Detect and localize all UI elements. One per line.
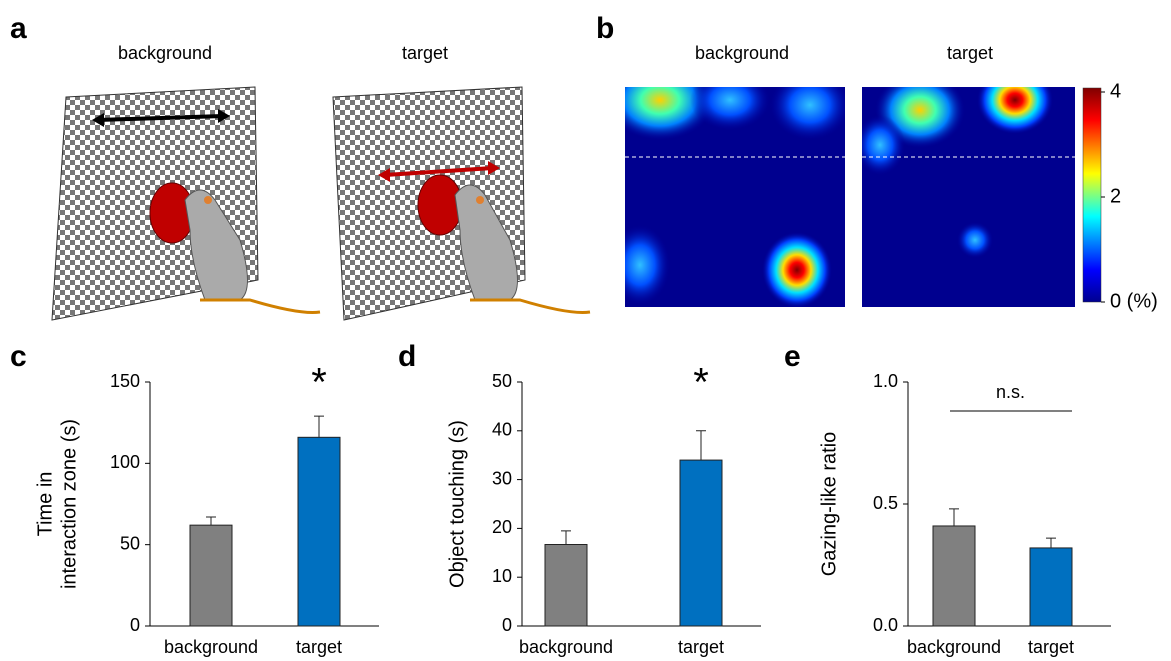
bar (190, 525, 232, 626)
error-bar (314, 416, 324, 437)
error-bar (696, 431, 706, 460)
bar (680, 460, 722, 626)
y-tick-label: 1.0 (873, 371, 898, 391)
x-tick-label: target (678, 637, 724, 657)
y-tick-label: 40 (492, 420, 512, 440)
error-bar (561, 531, 571, 545)
annotation: * (311, 361, 327, 405)
x-tick-label: background (907, 637, 1001, 657)
figure: a b c d e background target background t… (0, 0, 1171, 661)
x-tick-label: target (1028, 637, 1074, 657)
x-tick-label: background (519, 637, 613, 657)
y-tick-label: 150 (110, 371, 140, 391)
panel-a: background target (52, 43, 590, 320)
y-tick-label: 50 (120, 533, 140, 553)
annotation: * (693, 361, 709, 405)
panel-letter: a (10, 12, 27, 45)
colorbar-label: 4 (1110, 80, 1121, 102)
panel-letter: e (784, 340, 801, 373)
y-tick-label: 0.0 (873, 615, 898, 635)
y-tick-label: 30 (492, 468, 512, 488)
y-axis-label: Object touching (s) (446, 420, 468, 588)
error-bar (1046, 538, 1056, 548)
panel-letter: c (10, 340, 27, 373)
colorbar-label: 0 (%) (1110, 290, 1158, 312)
error-bar (206, 517, 216, 525)
y-tick-label: 0 (130, 615, 140, 635)
y-tick-label: 50 (492, 371, 512, 391)
y-axis-label: Gazing-like ratio (818, 432, 840, 577)
panel-title: background (118, 43, 212, 63)
y-tick-label: 0 (502, 615, 512, 635)
panel-b: background target (605, 43, 1101, 308)
error-bar (949, 509, 959, 526)
y-tick-label: 0.5 (873, 493, 898, 513)
bar (298, 437, 340, 626)
bar (933, 526, 975, 626)
y-tick-label: 100 (110, 452, 140, 472)
panel-letter: b (596, 12, 614, 45)
y-axis-label: Time in (34, 472, 56, 537)
x-tick-label: background (164, 637, 258, 657)
y-axis-label: interaction zone (s) (58, 419, 80, 589)
heatmap (855, 66, 1075, 307)
bar (1030, 548, 1072, 626)
y-tick-label: 10 (492, 566, 512, 586)
panel-letter: d (398, 340, 416, 373)
y-tick-label: 20 (492, 517, 512, 537)
annotation: n.s. (996, 382, 1025, 402)
panel-title: background (695, 43, 789, 63)
bar (545, 545, 587, 626)
colorbar-label: 2 (1110, 185, 1121, 207)
colorbar (1083, 88, 1101, 302)
x-tick-label: target (296, 637, 342, 657)
panel-title: target (402, 43, 448, 63)
panel-title: target (947, 43, 993, 63)
heatmap (605, 60, 850, 308)
